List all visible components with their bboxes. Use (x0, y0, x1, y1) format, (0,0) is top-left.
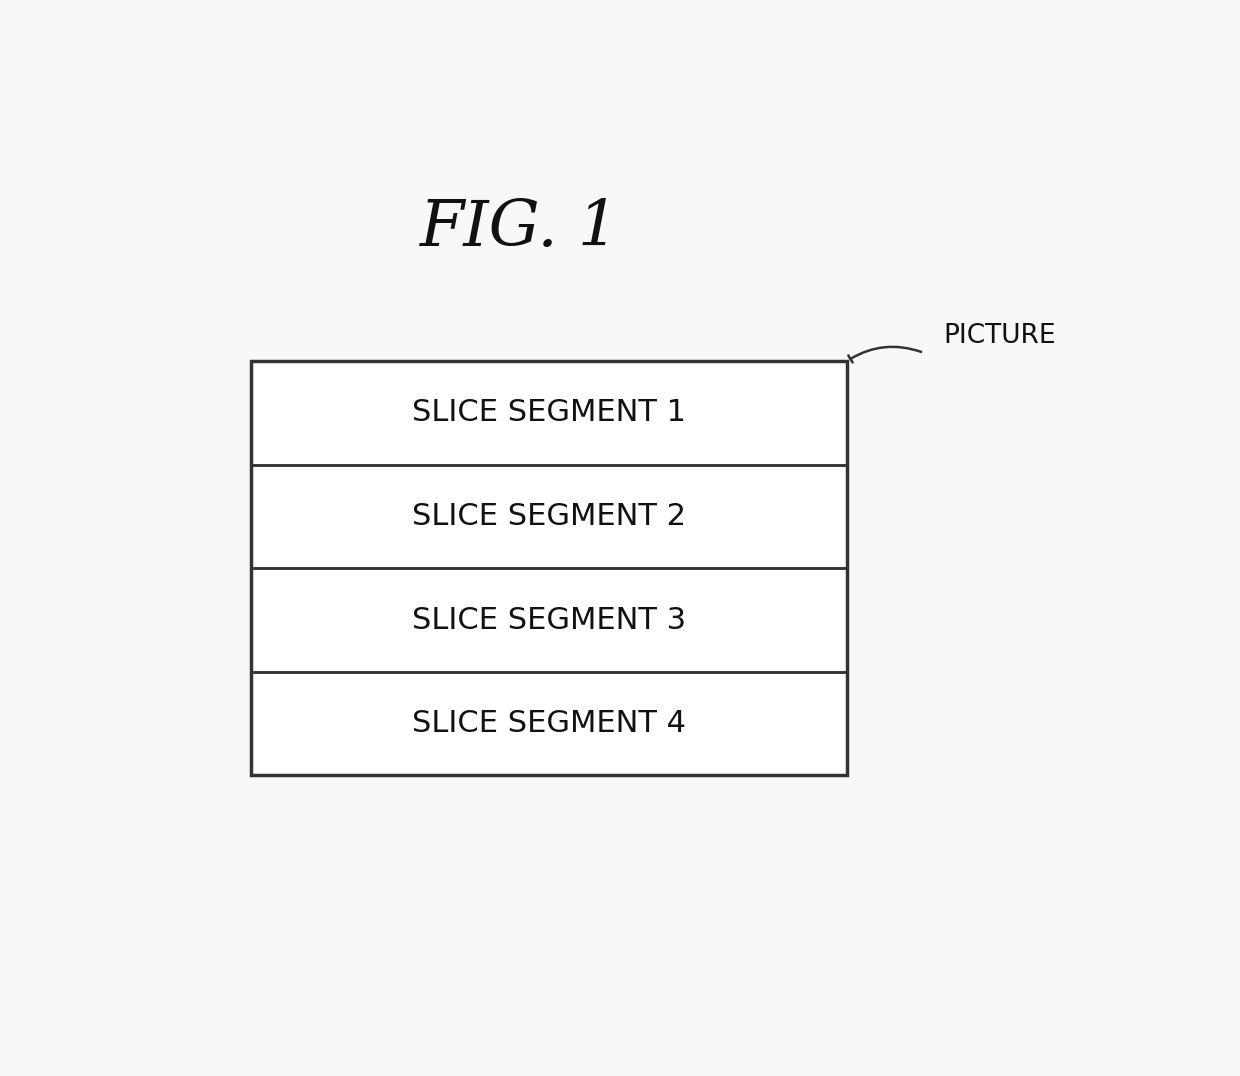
Bar (250, 671, 847, 776)
Bar (250, 362, 847, 776)
Text: SLICE SEGMENT 4: SLICE SEGMENT 4 (412, 709, 686, 738)
Text: SLICE SEGMENT 1: SLICE SEGMENT 1 (412, 398, 686, 427)
Text: SLICE SEGMENT 2: SLICE SEGMENT 2 (412, 501, 686, 530)
Bar (250, 568, 847, 671)
Text: PICTURE: PICTURE (942, 323, 1055, 350)
Bar (250, 465, 847, 568)
Bar (250, 362, 847, 465)
Text: SLICE SEGMENT 3: SLICE SEGMENT 3 (412, 606, 686, 635)
Text: FIG. 1: FIG. 1 (420, 198, 620, 259)
